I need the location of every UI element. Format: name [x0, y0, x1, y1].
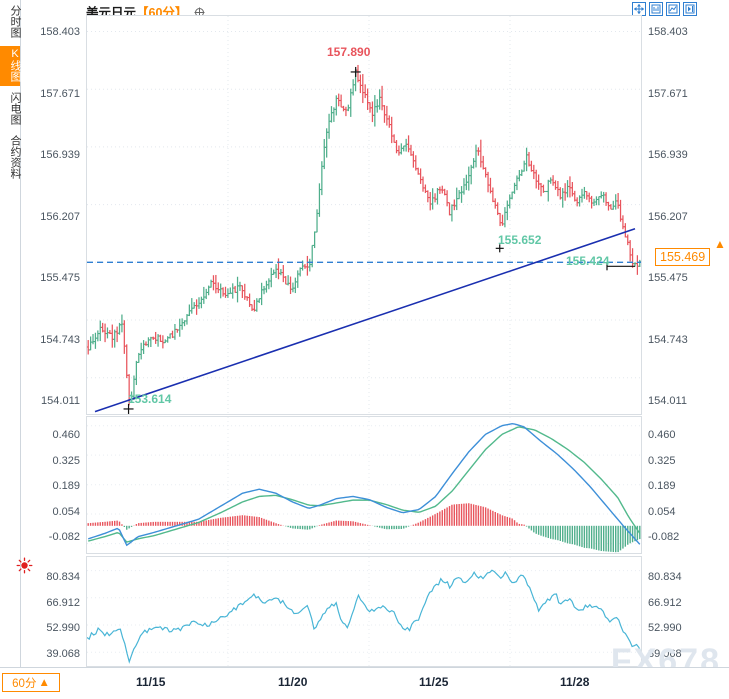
price-axis-right-label-6: 154.011	[648, 395, 687, 407]
rsi-axis-left-label-0: 80.834	[46, 571, 80, 583]
annotation-high: 157.890	[327, 45, 371, 59]
macd-chart-canvas	[87, 417, 641, 553]
left-tab-strip: 分时图 K线图 闪电图 合约资料	[0, 0, 21, 667]
timeframe-button[interactable]: 60分 ▲	[2, 673, 60, 692]
macd-axis-left-label-0: 0.460	[52, 429, 80, 441]
price-axis-left-label-3: 156.207	[40, 210, 80, 223]
rsi-chart-canvas	[87, 557, 641, 666]
rsi-axis-left-label-3: 39.068	[46, 647, 80, 660]
rsi-axis-left-label-2: 52.990	[46, 622, 80, 634]
time-tick-1: 11/20	[278, 675, 308, 689]
price-axis-right-label-2: 156.939	[648, 149, 688, 161]
annotation-level-2: 155.424	[566, 254, 610, 268]
macd-axis-left-label-4: -0.082	[48, 531, 80, 543]
macd-axis-right-label-2: 0.189	[648, 480, 676, 492]
annotation-low: 153.614	[128, 392, 172, 406]
macd-axis-right-label-3: 0.054	[648, 505, 676, 518]
time-tick-2: 11/25	[419, 675, 449, 689]
chart-toolbar	[632, 2, 697, 16]
macd-axis-right-label-1: 0.325	[648, 454, 676, 467]
price-chart-plot[interactable]	[86, 15, 642, 415]
chart-fit-icon[interactable]	[649, 2, 663, 16]
timeframe-button-arrow: ▲	[38, 676, 50, 689]
move-resize-icon[interactable]	[632, 2, 646, 16]
macd-axis-left-label-3: 0.054	[52, 505, 80, 518]
macd-chart-plot[interactable]	[86, 416, 642, 554]
rsi-axis-left-label-1: 66.912	[46, 596, 80, 609]
price-chart-canvas	[87, 16, 641, 414]
price-axis-left-label-6: 154.011	[41, 395, 80, 407]
time-tick-3: 11/28	[560, 675, 590, 689]
rsi-chart-plot[interactable]	[86, 556, 642, 667]
rsi-axis-right-label-3: 39.068	[648, 647, 682, 660]
price-axis-right-label-3: 156.207	[648, 210, 688, 223]
sidebar-item-kline[interactable]: K线图	[0, 46, 21, 86]
sidebar-item-contract-info[interactable]: 合约资料	[9, 135, 21, 179]
macd-axis-right-label-0: 0.460	[648, 429, 676, 441]
price-axis-left-label-2: 156.939	[40, 149, 80, 161]
price-axis-left-label-1: 157.671	[40, 87, 80, 100]
chart-scale-icon[interactable]	[666, 2, 680, 16]
price-axis-left-label-5: 154.743	[40, 333, 80, 346]
price-direction-arrow: ▲	[714, 237, 726, 251]
time-tick-0: 11/15	[136, 675, 166, 689]
rsi-axis-right-label-0: 80.834	[648, 571, 682, 583]
price-axis-right-label-5: 154.743	[648, 333, 688, 346]
expand-right-icon[interactable]	[683, 2, 697, 16]
price-axis-right-label-4: 155.475	[648, 272, 688, 284]
price-axis-right-label-0: 158.403	[648, 26, 688, 38]
sidebar-item-timeline[interactable]: 分时图	[9, 5, 21, 38]
macd-axis-right-label-4: -0.082	[648, 531, 680, 543]
timeframe-button-label: 60分	[12, 677, 37, 690]
rsi-axis-right-label-2: 52.990	[648, 622, 682, 634]
annotation-level-1: 155.652	[498, 233, 542, 247]
sun-alert-icon[interactable]	[16, 557, 33, 574]
current-price-badge[interactable]: 155.469	[655, 248, 711, 266]
macd-axis-left-label-2: 0.189	[52, 480, 80, 492]
sidebar-item-flash[interactable]: 闪电图	[9, 92, 21, 125]
macd-axis-left-label-1: 0.325	[52, 454, 80, 467]
rsi-axis-right-label-1: 66.912	[648, 596, 682, 609]
time-axis-bar: 60分 ▲ 11/15 11/20 11/25 11/28	[0, 667, 729, 699]
price-axis-left-label-0: 158.403	[40, 26, 80, 38]
price-axis-right-label-1: 157.671	[648, 87, 688, 100]
price-axis-left-label-4: 155.475	[40, 272, 80, 284]
